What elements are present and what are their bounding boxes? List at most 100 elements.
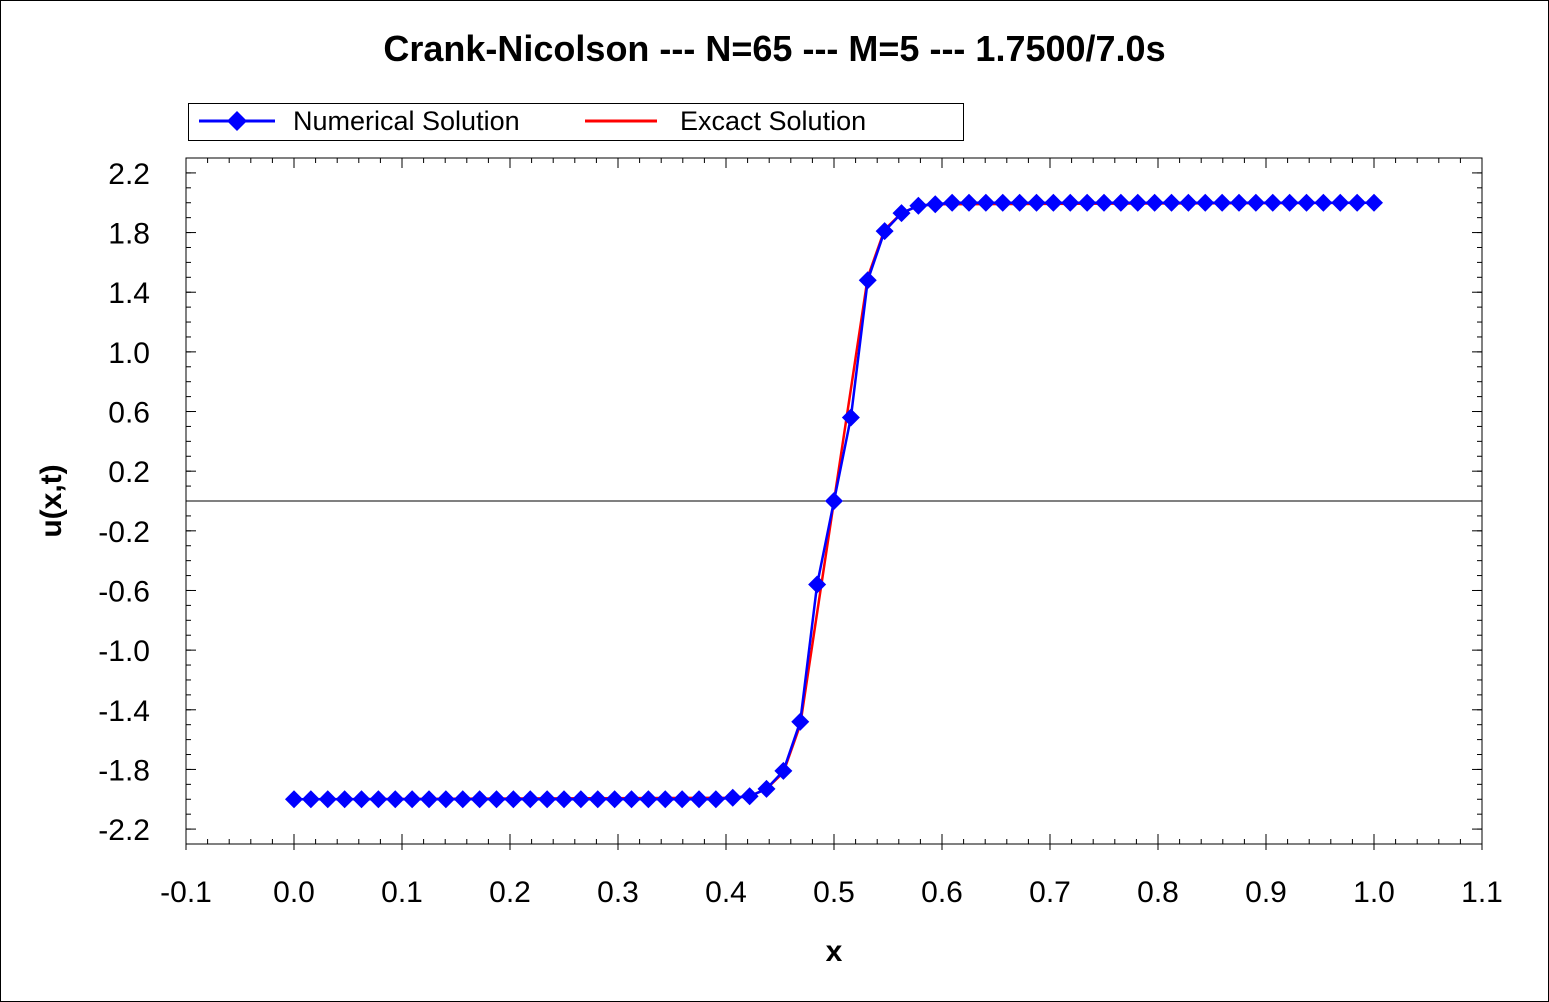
numerical-point	[1111, 193, 1130, 212]
y-tick-label: -0.2	[98, 516, 150, 549]
numerical-point	[504, 790, 523, 809]
y-axis-label: u(x,t)	[35, 464, 68, 537]
numerical-point	[993, 193, 1012, 212]
numerical-point	[926, 195, 945, 214]
series-layer	[285, 193, 1383, 809]
axes	[185, 157, 1483, 850]
numerical-point	[555, 790, 573, 809]
numerical-point	[1128, 193, 1147, 212]
legend: Numerical Solution Excact Solution	[188, 103, 964, 141]
numerical-point	[976, 193, 995, 212]
numerical-point	[740, 787, 759, 806]
x-tick-label: 0.9	[1245, 876, 1287, 909]
numerical-point	[1044, 193, 1063, 212]
numerical-point	[1331, 193, 1350, 212]
numerical-point	[335, 790, 354, 809]
chart-title: Crank-Nicolson --- N=65 --- M=5 --- 1.75…	[383, 28, 1166, 69]
legend-swatch-exact	[585, 119, 657, 123]
legend-label-exact: Excact Solution	[680, 106, 867, 136]
numerical-point	[1246, 193, 1265, 212]
numerical-point	[470, 790, 489, 809]
numerical-point	[1179, 193, 1198, 212]
numerical-point	[1027, 193, 1046, 212]
numerical-point	[1314, 193, 1333, 212]
numerical-point	[1348, 193, 1367, 212]
x-tick-label: 0.1	[381, 876, 423, 909]
numerical-point	[943, 193, 962, 212]
numerical-point	[1213, 193, 1232, 212]
x-tick-label: 0.8	[1137, 876, 1179, 909]
y-tick-label: 0.6	[108, 397, 150, 430]
y-tick-label: -1.4	[98, 695, 150, 728]
numerical-point	[791, 712, 810, 731]
numerical-point	[1095, 193, 1113, 212]
numerical-point	[841, 408, 860, 427]
numerical-point	[403, 790, 422, 809]
x-axis-label: x	[826, 935, 843, 968]
y-tick-label: 1.4	[108, 277, 150, 310]
y-tick-label: 0.2	[108, 456, 150, 489]
numerical-point	[588, 790, 607, 809]
y-tick-label: -1.0	[98, 635, 150, 668]
numerical-point	[1078, 193, 1097, 212]
numerical-point	[960, 193, 978, 212]
numerical-point	[436, 790, 455, 809]
numerical-point	[909, 196, 928, 215]
x-tick-label: 0.4	[705, 876, 747, 909]
numerical-point	[1061, 193, 1080, 212]
y-tick-label: -2.2	[98, 814, 150, 847]
numerical-point	[1280, 193, 1299, 212]
y-tick-label: -1.8	[98, 754, 150, 787]
numerical-point	[318, 790, 337, 809]
numerical-point	[1010, 193, 1029, 212]
x-tick-label: 0.2	[489, 876, 531, 909]
numerical-point	[453, 790, 472, 809]
numerical-point	[538, 790, 557, 809]
numerical-point	[656, 790, 675, 809]
x-tick-label: -0.1	[160, 876, 212, 909]
numerical-point	[571, 790, 590, 809]
y-tick-label: 2.2	[108, 158, 150, 191]
legend-swatch-numerical	[199, 111, 275, 131]
numerical-point	[757, 779, 776, 798]
x-tick-label: 0.7	[1029, 876, 1071, 909]
numerical-point	[774, 761, 793, 780]
numerical-point	[1145, 193, 1164, 212]
x-tick-label: 0.6	[921, 876, 963, 909]
numerical-point	[622, 790, 641, 809]
numerical-point	[285, 790, 303, 809]
legend-label-numerical: Numerical Solution	[293, 106, 520, 136]
numerical-point	[1263, 193, 1282, 212]
numerical-point	[1196, 193, 1215, 212]
numerical-point	[386, 790, 405, 809]
numerical-point	[1297, 193, 1316, 212]
y-tick-label: 1.0	[108, 337, 150, 370]
numerical-point	[420, 790, 438, 809]
numerical-point	[1162, 193, 1181, 212]
x-tick-label: 1.1	[1461, 876, 1503, 909]
x-tick-label: 1.0	[1353, 876, 1395, 909]
numerical-point	[605, 790, 624, 809]
numerical-point	[369, 790, 388, 809]
numerical-point	[1230, 193, 1248, 212]
x-tick-label: 0.5	[813, 876, 855, 909]
x-tick-label: 0.3	[597, 876, 639, 909]
numerical-point	[706, 790, 725, 809]
numerical-point	[808, 575, 827, 594]
numerical-point	[690, 790, 708, 809]
numerical-point	[673, 790, 692, 809]
y-tick-label: -0.6	[98, 575, 150, 608]
tick-labels: -0.1 0.0 0.1 0.2 0.3 0.4 0.5 0.6 0.7 0.8 0.9 1.0 1.1…	[98, 158, 1503, 909]
numerical-point	[875, 222, 894, 241]
numerical-point	[301, 790, 320, 809]
numerical-point	[521, 790, 540, 809]
numerical-point	[352, 790, 371, 809]
x-tick-label: 0.0	[273, 876, 315, 909]
numerical-point	[1365, 193, 1383, 212]
numerical-point	[825, 492, 843, 510]
numerical-point	[723, 788, 742, 807]
numerical-point	[858, 271, 877, 290]
y-tick-label: 1.8	[108, 218, 150, 251]
numerical-point	[487, 790, 506, 809]
